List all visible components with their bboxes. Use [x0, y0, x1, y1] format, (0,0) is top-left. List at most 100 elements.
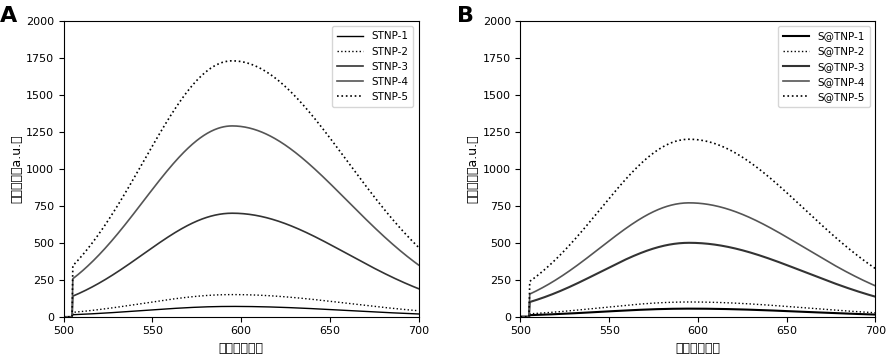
S@TNP-1 — [684, 307, 695, 311]
S@TNP-2 — [708, 300, 719, 304]
STNP-3 — [413, 286, 424, 291]
S@TNP-3 — [684, 241, 695, 245]
STNP-2 — [227, 292, 238, 297]
S@TNP-2 — [727, 301, 738, 305]
STNP-4 — [271, 137, 281, 141]
Line: S@TNP-2: S@TNP-2 — [521, 302, 875, 317]
Line: STNP-1: STNP-1 — [63, 306, 419, 317]
S@TNP-2 — [870, 311, 880, 315]
S@TNP-4 — [806, 250, 817, 254]
S@TNP-3 — [515, 315, 526, 319]
S@TNP-2 — [863, 310, 873, 315]
S@TNP-4 — [863, 280, 873, 285]
S@TNP-4 — [870, 284, 880, 288]
S@TNP-5 — [727, 149, 738, 153]
Text: B: B — [456, 6, 473, 26]
STNP-2 — [405, 308, 416, 312]
Line: STNP-3: STNP-3 — [63, 213, 419, 317]
S@TNP-1 — [863, 312, 873, 316]
S@TNP-4 — [684, 201, 695, 205]
STNP-1 — [228, 304, 238, 308]
STNP-3 — [251, 213, 262, 218]
STNP-1 — [405, 311, 416, 316]
S@TNP-5 — [863, 261, 873, 265]
STNP-4 — [58, 315, 69, 319]
S@TNP-4 — [708, 203, 719, 207]
Y-axis label: 荧光强度（a.u.）: 荧光强度（a.u.） — [467, 135, 480, 203]
S@TNP-2 — [806, 306, 817, 311]
STNP-2 — [413, 308, 424, 313]
S@TNP-2 — [684, 300, 695, 304]
STNP-5 — [251, 64, 262, 68]
S@TNP-2 — [515, 315, 526, 319]
STNP-5 — [230, 59, 240, 63]
Line: STNP-2: STNP-2 — [63, 295, 419, 317]
Line: S@TNP-1: S@TNP-1 — [521, 309, 875, 317]
STNP-1 — [58, 315, 69, 319]
STNP-5 — [227, 59, 238, 63]
STNP-2 — [350, 302, 361, 306]
S@TNP-4 — [727, 209, 738, 213]
Text: A: A — [0, 6, 17, 26]
STNP-1 — [271, 305, 281, 309]
STNP-1 — [251, 304, 262, 309]
Line: S@TNP-5: S@TNP-5 — [521, 139, 875, 317]
S@TNP-3 — [687, 241, 697, 245]
X-axis label: 波长（纳米）: 波长（纳米） — [219, 342, 263, 355]
Y-axis label: 荧光强度（a.u.）: 荧光强度（a.u.） — [10, 135, 23, 203]
X-axis label: 波长（纳米）: 波长（纳米） — [675, 342, 721, 355]
S@TNP-5 — [708, 141, 719, 145]
S@TNP-3 — [708, 242, 719, 247]
S@TNP-3 — [863, 292, 873, 296]
STNP-5 — [228, 59, 238, 63]
S@TNP-1 — [687, 307, 697, 311]
STNP-2 — [230, 292, 240, 297]
S@TNP-4 — [684, 201, 695, 205]
STNP-1 — [227, 304, 238, 308]
Line: STNP-4: STNP-4 — [63, 126, 419, 317]
STNP-4 — [350, 207, 361, 211]
S@TNP-4 — [687, 201, 697, 205]
S@TNP-3 — [684, 241, 695, 245]
S@TNP-5 — [684, 137, 695, 142]
Line: S@TNP-3: S@TNP-3 — [521, 243, 875, 317]
S@TNP-5 — [684, 137, 695, 142]
STNP-5 — [271, 76, 281, 80]
S@TNP-3 — [870, 295, 880, 299]
STNP-1 — [350, 309, 361, 313]
STNP-5 — [413, 245, 424, 249]
STNP-4 — [251, 128, 262, 132]
STNP-4 — [227, 124, 238, 128]
STNP-2 — [271, 294, 281, 298]
STNP-2 — [251, 293, 262, 297]
S@TNP-1 — [515, 315, 526, 319]
STNP-3 — [230, 211, 240, 215]
STNP-4 — [228, 124, 238, 128]
STNP-4 — [230, 124, 240, 128]
S@TNP-2 — [687, 300, 697, 304]
S@TNP-4 — [515, 315, 526, 319]
S@TNP-3 — [727, 246, 738, 250]
Line: S@TNP-4: S@TNP-4 — [521, 203, 875, 317]
S@TNP-1 — [684, 307, 695, 311]
STNP-5 — [405, 237, 416, 242]
S@TNP-1 — [708, 307, 719, 311]
STNP-3 — [405, 283, 416, 288]
S@TNP-2 — [684, 300, 695, 304]
S@TNP-5 — [806, 214, 817, 218]
Legend: S@TNP-1, S@TNP-2, S@TNP-3, S@TNP-4, S@TNP-5: S@TNP-1, S@TNP-2, S@TNP-3, S@TNP-4, S@TN… — [778, 26, 871, 108]
STNP-4 — [405, 257, 416, 261]
STNP-3 — [228, 211, 238, 215]
S@TNP-1 — [870, 312, 880, 317]
STNP-4 — [413, 263, 424, 267]
S@TNP-5 — [687, 137, 697, 142]
S@TNP-3 — [806, 273, 817, 277]
S@TNP-1 — [806, 310, 817, 314]
STNP-5 — [350, 170, 361, 174]
STNP-3 — [271, 218, 281, 223]
S@TNP-5 — [870, 266, 880, 271]
STNP-3 — [58, 315, 69, 319]
STNP-3 — [350, 256, 361, 260]
STNP-2 — [58, 315, 69, 319]
S@TNP-1 — [727, 307, 738, 311]
